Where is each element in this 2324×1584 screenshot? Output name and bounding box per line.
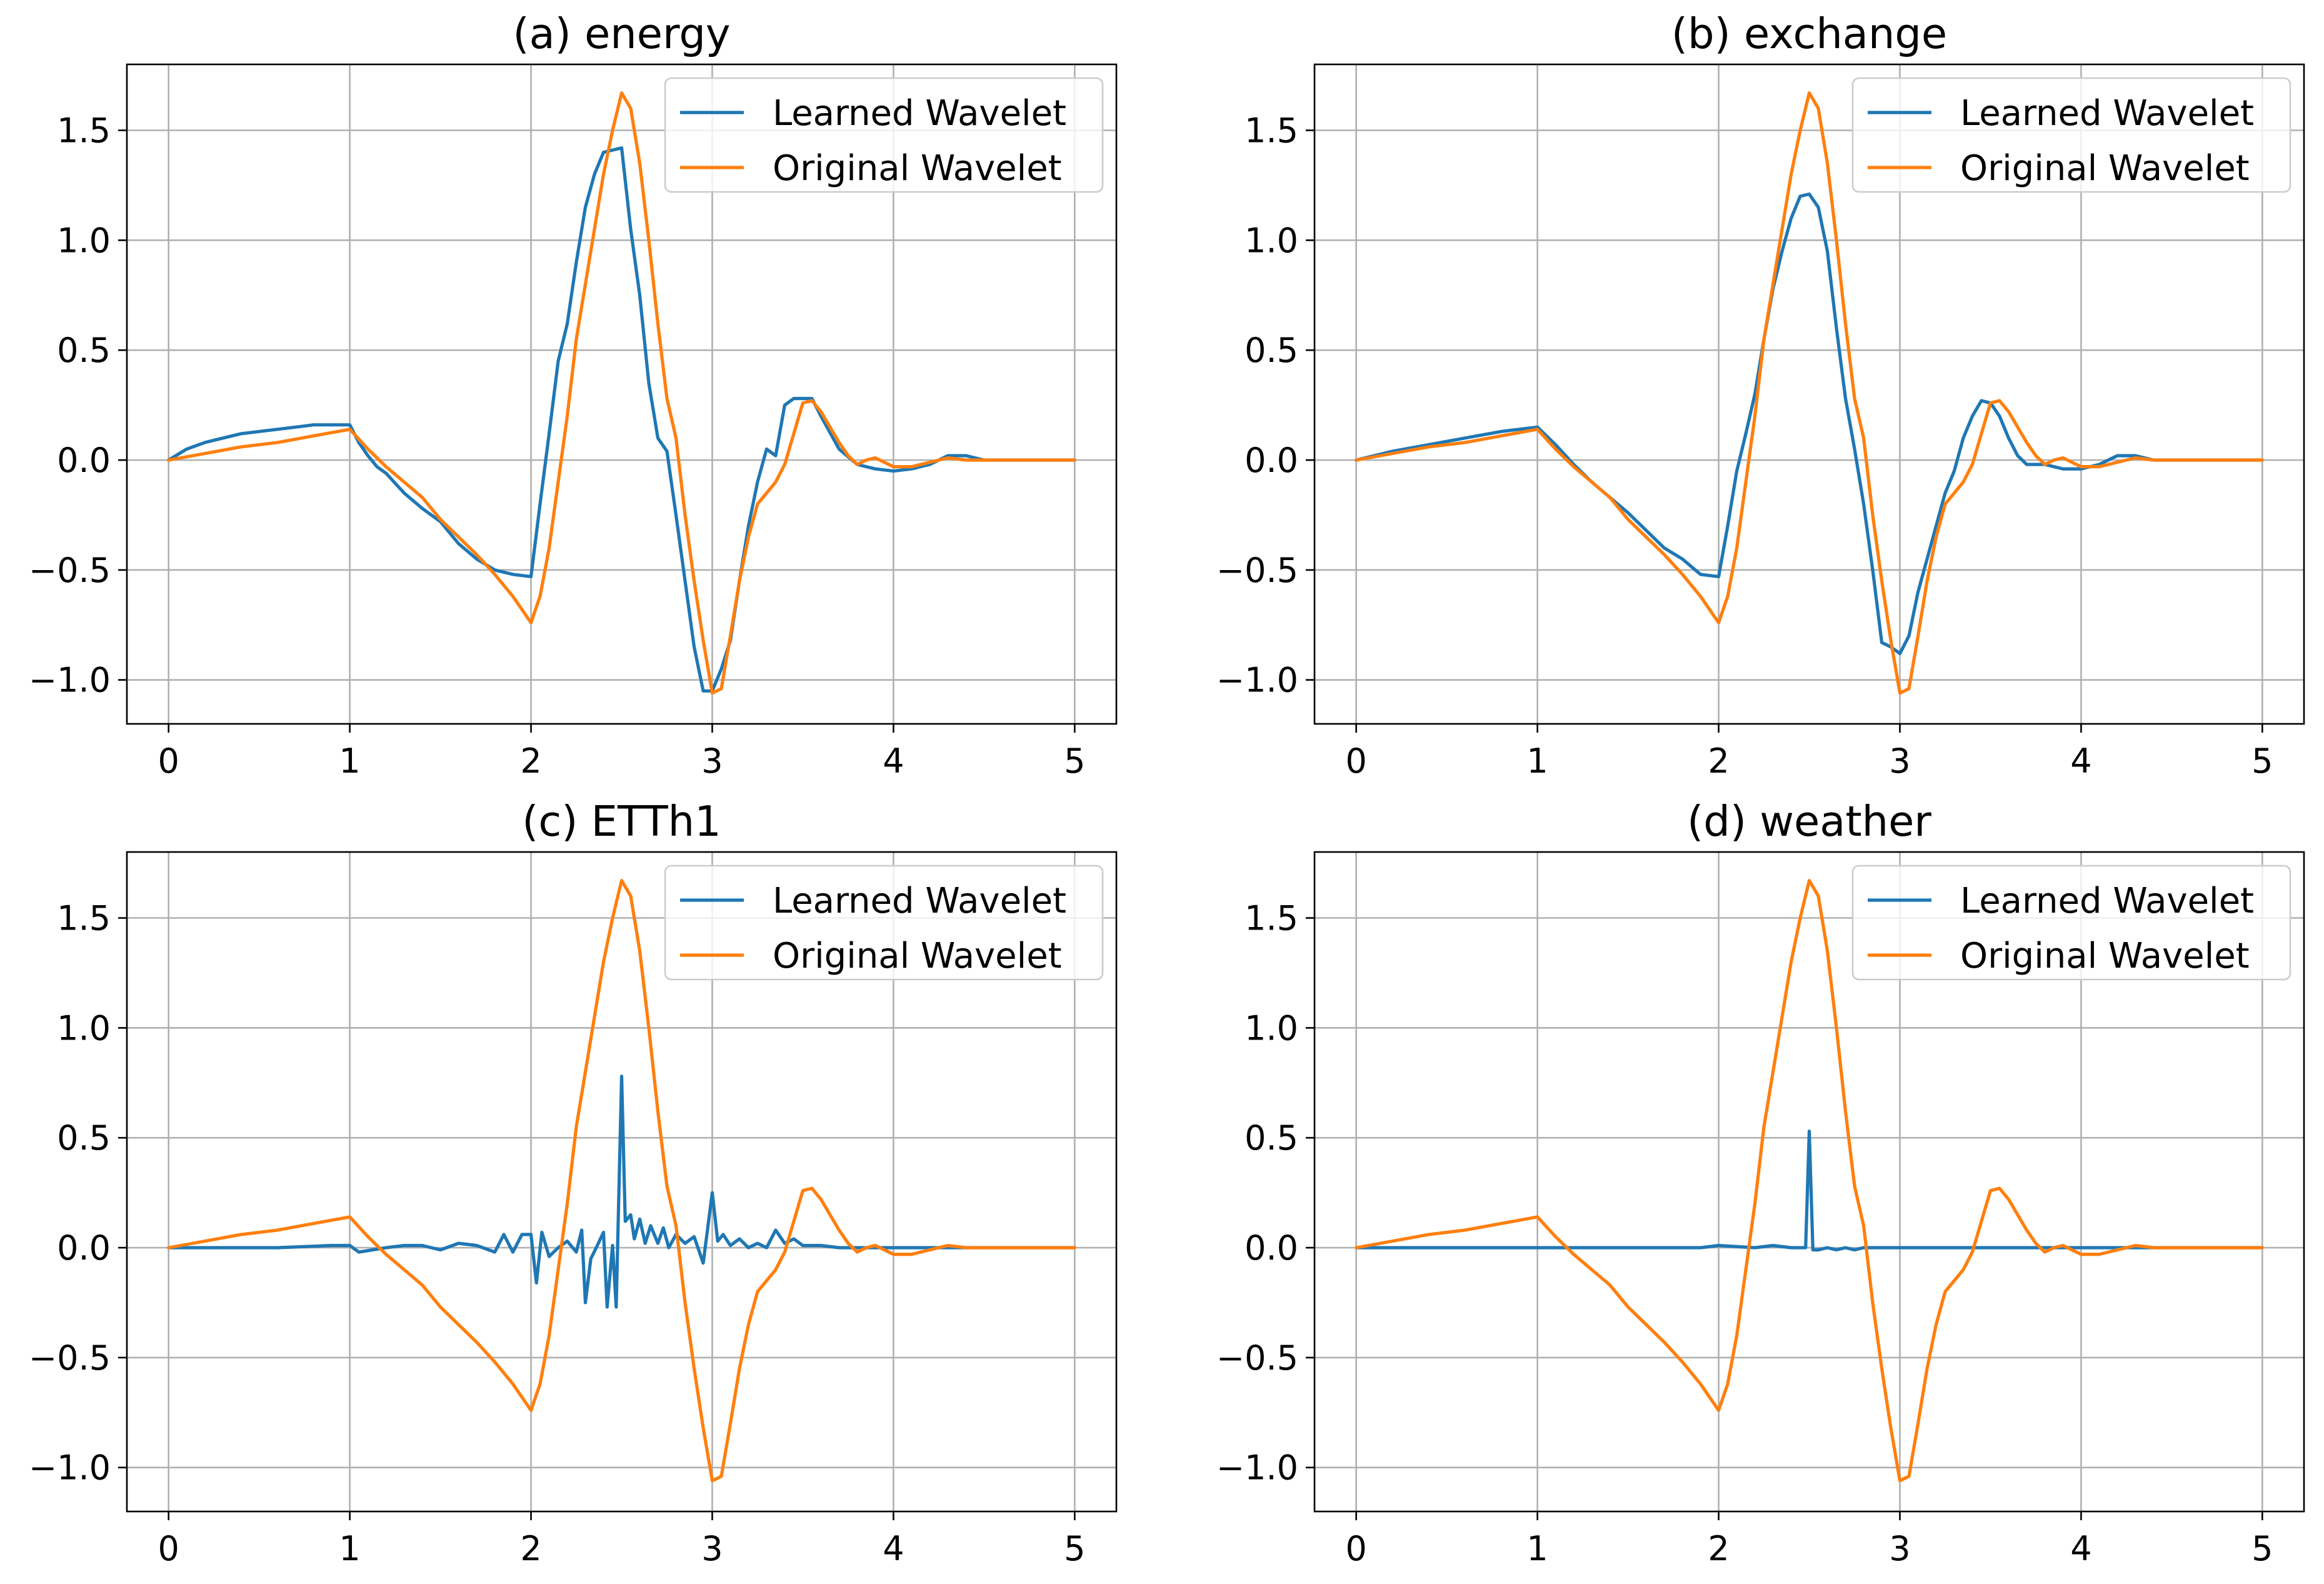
y-tick-label: 1.5 (57, 111, 111, 151)
x-tick-label: 1 (339, 1529, 360, 1568)
series-line-learned-wavelet (167, 1075, 1076, 1309)
series-line-original-wavelet (1355, 879, 2264, 1483)
panel-2: 0 1 2 3 4 5 −1.0 −0.5 0.0 0.5 1.0 1.5 (b) exchange Le… (1216, 9, 2305, 781)
y-tick-label: 0.0 (57, 1228, 111, 1268)
x-tick-label: 2 (520, 1529, 541, 1568)
y-tick-label: −1.0 (1216, 1448, 1298, 1488)
x-tick-label: 1 (339, 741, 360, 781)
legend-box (1851, 77, 2291, 193)
legend-label-learned-wavelet: Learned Wavelet (773, 93, 1066, 134)
y-tick-label: −1.0 (29, 1448, 111, 1488)
legend-label-original-wavelet: Original Wavelet (1960, 148, 2250, 189)
y-tick-label: 1.0 (57, 1008, 111, 1048)
y-tick-label: −0.5 (29, 551, 111, 590)
y-tick-label: −0.5 (29, 1338, 111, 1378)
x-tick-label: 3 (701, 741, 723, 781)
x-tick-label: 1 (1526, 741, 1548, 781)
axes-frame (1313, 63, 2305, 725)
x-tick-label: 5 (2251, 1529, 2273, 1568)
legend-label-original-wavelet: Original Wavelet (1960, 936, 2250, 976)
y-tick-label: 0.0 (57, 441, 111, 480)
legend-label-original-wavelet: Original Wavelet (773, 936, 1062, 976)
legend: Learned Wavelet Original Wavelet (664, 865, 1104, 981)
legend-box (664, 865, 1104, 981)
axes-frame (1313, 851, 2305, 1513)
axes-frame (126, 851, 1118, 1513)
series-line-original-wavelet (167, 879, 1076, 1483)
y-tick-label: −0.5 (1216, 551, 1298, 590)
panel-4: 0 1 2 3 4 5 −1.0 −0.5 0.0 0.5 1.0 1.5 (d) weather Lea… (1216, 797, 2305, 1568)
panel-title: (c) ETTh1 (522, 797, 721, 846)
x-tick-label: 2 (1708, 1529, 1729, 1568)
x-tick-label: 3 (1889, 1529, 1910, 1568)
series-line-learned-wavelet (167, 146, 1076, 693)
x-tick-label: 4 (2070, 741, 2091, 781)
y-tick-label: 1.5 (1245, 111, 1298, 151)
panel-3: 0 1 2 3 4 5 −1.0 −0.5 0.0 0.5 1.0 1.5 (c) ETTh1 Learn… (29, 797, 1118, 1568)
x-tick-label: 2 (1708, 741, 1729, 781)
panel-1: 0 1 2 3 4 5 −1.0 −0.5 0.0 0.5 1.0 1.5 (a) energy Lear… (29, 9, 1118, 781)
legend: Learned Wavelet Original Wavelet (1851, 77, 2291, 193)
panel-title: (d) weather (1687, 797, 1931, 846)
y-tick-label: 1.0 (1245, 1008, 1298, 1048)
y-tick-label: 0.0 (1245, 441, 1298, 480)
y-tick-label: 0.5 (1245, 331, 1298, 370)
x-tick-label: 0 (1346, 1529, 1367, 1568)
y-tick-label: 0.5 (57, 1118, 111, 1158)
x-tick-label: 1 (1526, 1529, 1548, 1568)
x-tick-label: 0 (1346, 741, 1367, 781)
y-tick-label: −1.0 (1216, 661, 1298, 700)
x-tick-label: 3 (701, 1529, 723, 1568)
axes-frame (126, 63, 1118, 725)
x-tick-label: 5 (1064, 1529, 1085, 1568)
x-tick-label: 2 (520, 741, 541, 781)
x-tick-label: 3 (1889, 741, 1910, 781)
y-tick-label: 0.5 (57, 331, 111, 370)
y-tick-label: −1.0 (29, 661, 111, 700)
panel-title: (a) energy (513, 9, 730, 58)
x-tick-label: 5 (2251, 741, 2273, 781)
y-tick-label: 1.5 (57, 899, 111, 938)
panel-title: (b) exchange (1671, 9, 1947, 58)
legend-label-learned-wavelet: Learned Wavelet (773, 881, 1066, 921)
series-line-original-wavelet (1355, 91, 2264, 695)
x-tick-label: 0 (158, 741, 179, 781)
series-line-learned-wavelet (1355, 1129, 2264, 1252)
y-tick-label: 0.0 (1245, 1228, 1298, 1268)
x-tick-label: 4 (883, 1529, 904, 1568)
legend-box (1851, 865, 2291, 981)
legend-box (664, 77, 1104, 193)
y-tick-label: 0.5 (1245, 1118, 1298, 1158)
x-tick-label: 4 (2070, 1529, 2091, 1568)
series-line-original-wavelet (167, 91, 1076, 695)
legend-label-learned-wavelet: Learned Wavelet (1960, 93, 2254, 134)
legend-label-original-wavelet: Original Wavelet (773, 148, 1062, 189)
x-tick-label: 5 (1064, 741, 1085, 781)
legend: Learned Wavelet Original Wavelet (664, 77, 1104, 193)
y-tick-label: −0.5 (1216, 1338, 1298, 1378)
legend-label-learned-wavelet: Learned Wavelet (1960, 881, 2254, 921)
x-tick-label: 0 (158, 1529, 179, 1568)
series-line-learned-wavelet (1355, 192, 2264, 656)
x-tick-label: 4 (883, 741, 904, 781)
y-tick-label: 1.0 (1245, 221, 1298, 260)
y-tick-label: 1.5 (1245, 899, 1298, 938)
y-tick-label: 1.0 (57, 221, 111, 260)
legend: Learned Wavelet Original Wavelet (1851, 865, 2291, 981)
